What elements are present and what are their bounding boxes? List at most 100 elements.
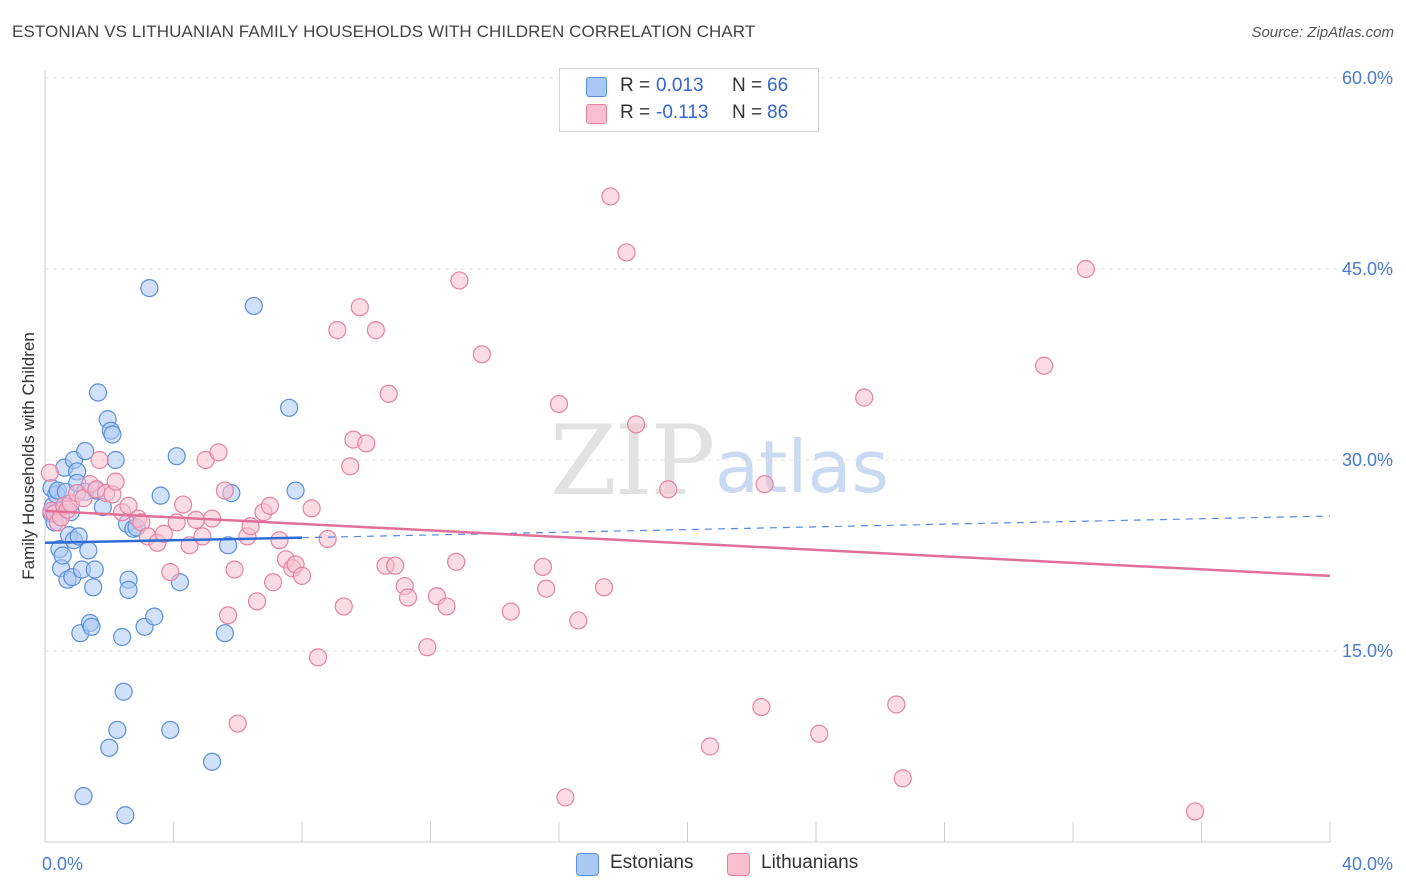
point-estonians [140, 279, 159, 298]
axes [44, 70, 1331, 843]
trend-estonians [44, 536, 303, 545]
y-tick-label: 45.0% [1342, 259, 1393, 279]
point-lithuanians [215, 481, 234, 500]
point-estonians [145, 607, 164, 626]
point-lithuanians [386, 556, 405, 575]
legend-n-value: 66 [767, 75, 789, 96]
legend-row-lithuanians: R = -0.113 N = 86 [560, 100, 818, 126]
y-tick-label: 30.0% [1342, 450, 1393, 470]
y-tick-label: 60.0% [1342, 68, 1393, 88]
point-estonians [79, 541, 98, 560]
axis-labels: 15.0% 30.0% 45.0% 60.0% 0.0% 40.0% Family Hous… [19, 68, 1393, 874]
point-lithuanians [450, 271, 469, 290]
point-estonians [85, 560, 104, 579]
x-tick-label: 40.0% [1342, 854, 1393, 874]
point-lithuanians [398, 588, 418, 607]
point-lithuanians [193, 527, 212, 546]
point-lithuanians [1185, 802, 1205, 821]
point-estonians [53, 546, 72, 565]
point-lithuanians [292, 566, 312, 585]
point-lithuanians [752, 697, 771, 717]
legend-swatch-estonians [586, 77, 607, 97]
point-lithuanians [472, 345, 491, 364]
point-lithuanians [328, 321, 347, 340]
point-estonians [114, 682, 133, 701]
point-estonians [76, 441, 95, 461]
point-lithuanians [379, 384, 398, 403]
point-estonians [219, 536, 238, 555]
point-lithuanians [418, 638, 437, 657]
legend-swatch-lithuanians [586, 104, 607, 124]
point-lithuanians [90, 450, 109, 470]
point-lithuanians [341, 457, 360, 476]
point-lithuanians [40, 463, 59, 482]
point-lithuanians [1076, 259, 1095, 279]
bottom-legend-swatch-lithuanians [727, 853, 750, 876]
correlation-legend: R = 0.013 N = 66 R = -0.113 N = 86 [559, 68, 819, 132]
point-lithuanians [308, 648, 328, 667]
point-lithuanians [260, 496, 279, 515]
point-estonians [116, 806, 135, 825]
legend-row-estonians: R = 0.013 N = 66 [560, 73, 818, 99]
y-axis-label: Family Households with Children [19, 332, 38, 580]
point-lithuanians [161, 562, 180, 582]
point-estonians [84, 578, 103, 597]
point-estonians [286, 481, 305, 500]
point-lithuanians [357, 434, 376, 453]
trend-lines [44, 509, 1331, 578]
legend-n-value: 86 [767, 102, 789, 123]
point-estonians [69, 527, 88, 546]
point-estonians [103, 425, 122, 444]
point-lithuanians [447, 552, 466, 571]
point-lithuanians [154, 524, 173, 543]
point-estonians [161, 720, 180, 740]
point-lithuanians [437, 597, 456, 616]
point-lithuanians [626, 415, 646, 434]
point-lithuanians [247, 592, 267, 611]
point-estonians [280, 398, 299, 417]
y-tick-label: 15.0% [1342, 641, 1393, 661]
trend-lithuanians [44, 509, 1331, 578]
chart-title: ESTONIAN VS LITHUANIAN FAMILY HOUSEHOLDS… [12, 22, 756, 41]
point-lithuanians [302, 499, 321, 518]
point-lithuanians [810, 724, 829, 743]
point-lithuanians [601, 187, 620, 206]
point-lithuanians [537, 579, 556, 598]
point-estonians [100, 738, 119, 757]
point-lithuanians [659, 480, 678, 499]
point-lithuanians [1034, 356, 1054, 375]
bottom-legend-label: Estonians [610, 852, 694, 873]
point-lithuanians [887, 695, 906, 714]
point-lithuanians [855, 388, 874, 407]
point-lithuanians [334, 597, 353, 616]
grid-lines [45, 77, 1395, 652]
point-estonians [119, 580, 138, 599]
legend-n-label: N = [732, 102, 763, 123]
point-estonians [108, 720, 127, 740]
point-lithuanians [569, 611, 588, 630]
point-lithuanians [106, 472, 125, 491]
point-estonians [202, 752, 222, 771]
point-lithuanians [174, 495, 193, 514]
bottom-legend-label: Lithuanians [761, 852, 859, 873]
trend-estonians-extension [301, 515, 1331, 539]
point-lithuanians [225, 560, 244, 579]
x-tick-label: 0.0% [42, 854, 83, 874]
point-estonians [88, 383, 108, 402]
legend-r-label: R = [620, 102, 651, 123]
point-estonians [215, 624, 234, 643]
point-lithuanians [617, 243, 636, 262]
point-lithuanians [228, 714, 247, 733]
point-lithuanians [209, 443, 228, 462]
point-lithuanians [549, 394, 569, 414]
point-lithuanians [893, 769, 912, 788]
legend-n-label: N = [732, 75, 763, 96]
point-lithuanians [318, 529, 337, 549]
point-lithuanians [263, 573, 283, 592]
data-points [40, 187, 1205, 825]
point-lithuanians [366, 321, 385, 340]
point-estonians [74, 787, 93, 806]
point-lithuanians [219, 606, 238, 625]
point-lithuanians [755, 475, 774, 494]
